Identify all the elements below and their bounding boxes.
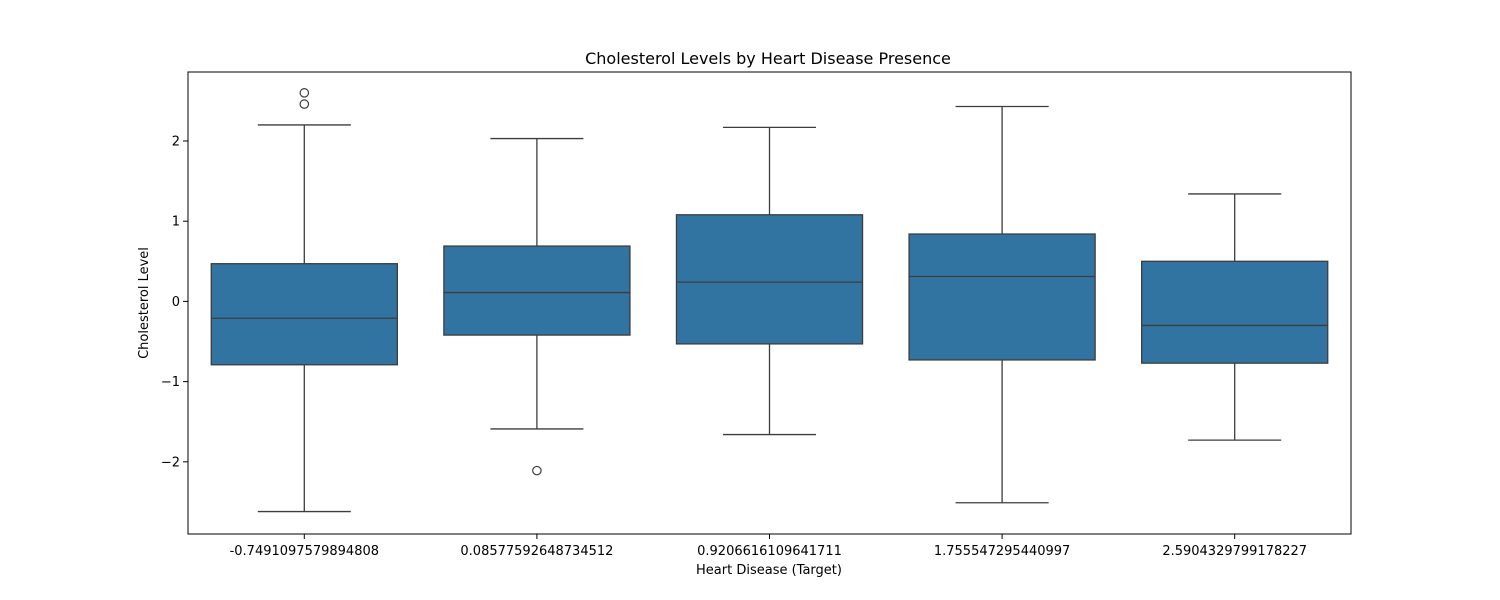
box-group-1 xyxy=(210,88,398,513)
plot-area xyxy=(210,88,1329,513)
chart-title: Cholesterol Levels by Heart Disease Pres… xyxy=(585,49,951,68)
y-tick-label: −2 xyxy=(161,455,180,470)
iqr-box xyxy=(210,263,398,366)
x-tick-label: 0.9206616109641711 xyxy=(697,544,842,559)
y-axis: −2 −1 0 1 2 xyxy=(161,134,188,470)
outlier-point xyxy=(299,88,310,98)
box-group-4 xyxy=(908,105,1096,504)
x-tick-label: 0.08577592648734512 xyxy=(460,544,613,559)
x-tick-label: 1.755547295440997 xyxy=(934,544,1070,559)
y-axis-label: Cholesterol Level xyxy=(137,247,152,359)
y-tick-label: 0 xyxy=(172,295,180,310)
y-tick-label: −1 xyxy=(161,375,180,390)
box-group-3 xyxy=(675,126,864,436)
y-tick-label: 1 xyxy=(172,215,180,230)
x-axis: -0.7491097579894808 0.08577592648734512 0.… xyxy=(230,534,1307,559)
outlier-point xyxy=(532,465,542,476)
iqr-box xyxy=(675,214,864,345)
x-tick-label: 2.5904329799178227 xyxy=(1162,544,1307,559)
iqr-box xyxy=(1141,260,1329,364)
y-tick-label: 2 xyxy=(172,134,180,149)
box-group-5 xyxy=(1141,193,1329,441)
iqr-box xyxy=(443,245,631,336)
outlier-point xyxy=(299,99,310,109)
iqr-box xyxy=(908,233,1096,361)
x-axis-label: Heart Disease (Target) xyxy=(696,563,842,578)
x-tick-label: -0.7491097579894808 xyxy=(230,544,379,559)
box-group-2 xyxy=(443,137,631,476)
